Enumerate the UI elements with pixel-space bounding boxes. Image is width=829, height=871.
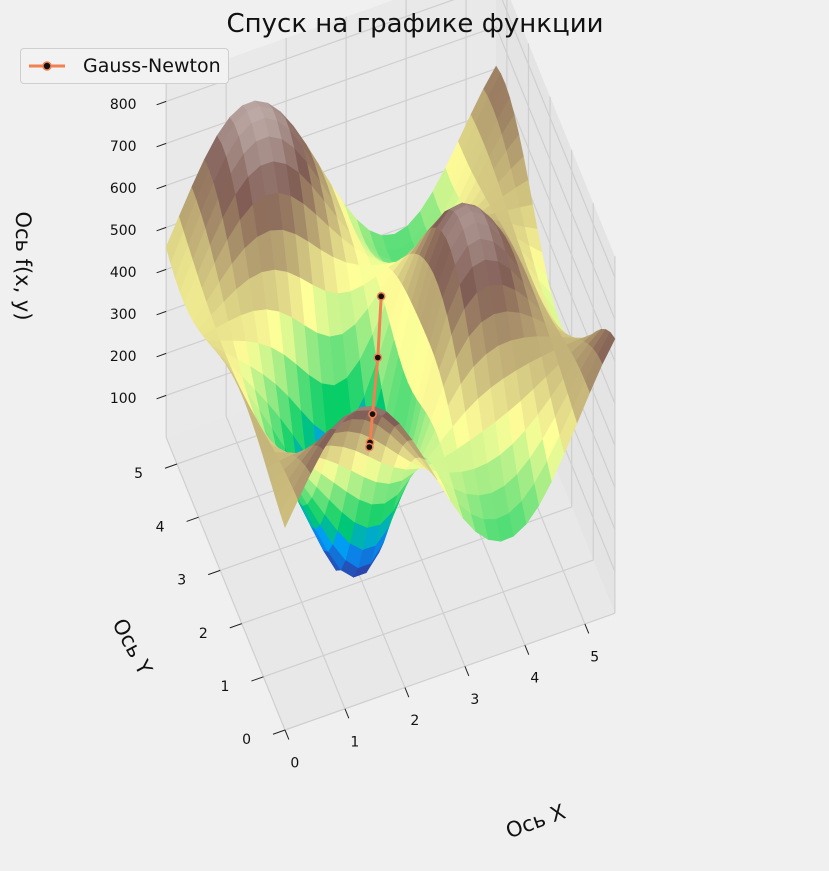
x-tick-label-5: 5 (590, 649, 599, 665)
y-tick-mark-0 (272, 729, 286, 735)
y-tick-label-2: 2 (199, 626, 208, 642)
y-tick-mark-4 (186, 516, 199, 522)
surface-mesh (165, 65, 616, 578)
z-tick-label-1: 200 (110, 349, 137, 365)
y-tick-label-5: 5 (134, 466, 143, 482)
z-tick-label-7: 800 (110, 97, 137, 113)
z-tick-label-2: 300 (110, 307, 137, 323)
x-tick-mark-1 (344, 708, 350, 719)
axis-ticks: 0 1 2 3 4 5 0 1 2 3 4 5 100 200 300 400 500 600 700 800 (110, 97, 599, 772)
x-tick-label-1: 1 (350, 734, 359, 750)
descent-path (364, 292, 386, 452)
y-tick-label-0: 0 (242, 732, 251, 748)
y-tick-label-4: 4 (156, 519, 165, 535)
y-tick-label-3: 3 (177, 573, 186, 589)
z-axis-label: Ось f(x, y) (11, 211, 35, 320)
floor-grid-y-0 (284, 612, 616, 731)
z-tick-label-6: 700 (110, 139, 137, 155)
y-tick-mark-3 (208, 569, 221, 576)
y-axis-label: Ось Y (108, 615, 157, 679)
y-tick-label-1: 1 (220, 679, 229, 695)
series-point-0 (376, 292, 386, 301)
floor-grid-x-1 (225, 415, 346, 710)
x-tick-label-4: 4 (530, 671, 539, 687)
z-tick-mark-4 (156, 226, 167, 232)
series-point-1 (373, 353, 383, 362)
floor-grid-x-0 (165, 437, 286, 731)
y-tick-mark-2 (229, 623, 242, 629)
x-tick-label-2: 2 (410, 713, 419, 729)
z-tick-label-5: 600 (110, 181, 137, 197)
z-tick-mark-1 (156, 352, 167, 358)
z-tick-label-3: 400 (110, 265, 137, 281)
floor-grid-y-1 (263, 559, 594, 678)
surface-cell (280, 489, 299, 529)
legend: Gauss-Newton (20, 48, 229, 84)
side-grid-z-700 (495, 26, 616, 320)
back-grid-z-700 (165, 26, 497, 144)
series-point-4 (364, 442, 374, 452)
x-axis-label: Ось X (503, 800, 569, 844)
z-tick-mark-3 (156, 268, 167, 274)
x-tick-mark-3 (464, 666, 470, 677)
legend-line-marker (29, 61, 65, 71)
y-tick-mark-5 (164, 463, 178, 469)
x-tick-label-0: 0 (290, 756, 299, 772)
z-tick-mark-7 (156, 100, 167, 106)
legend-entry-gauss-newton: Gauss-Newton (83, 55, 221, 77)
chart-title: Спуск на графике функции (227, 9, 604, 39)
z-tick-label-4: 500 (110, 223, 137, 239)
x-tick-label-3: 3 (470, 692, 479, 708)
z-tick-mark-0 (156, 394, 167, 400)
z-tick-label-0: 100 (110, 391, 137, 407)
x-tick-mark-4 (524, 644, 530, 655)
side-pane (496, 0, 615, 614)
y-tick-mark-1 (251, 676, 264, 682)
side-grid-z-600 (495, 68, 616, 362)
z-tick-mark-5 (156, 184, 167, 190)
x-tick-mark-2 (404, 687, 410, 698)
x-tick-mark-0 (284, 729, 290, 740)
side-grid-z-800 (501, 0, 616, 278)
grid-lines (165, 0, 616, 731)
series-point-2 (368, 409, 377, 419)
z-tick-mark-2 (156, 310, 167, 316)
z-tick-mark-6 (156, 142, 167, 148)
x-tick-mark-5 (584, 623, 590, 634)
